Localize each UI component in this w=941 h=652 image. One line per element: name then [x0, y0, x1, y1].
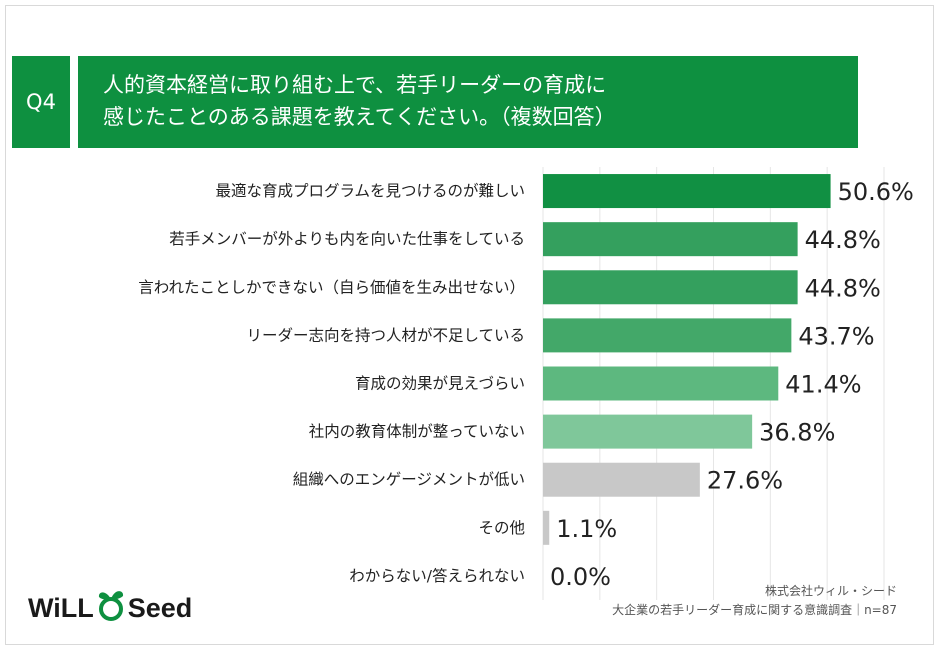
category-label: 社内の教育体制が整っていない: [309, 423, 525, 441]
category-label: 組織へのエンゲージメントが低い: [293, 471, 525, 489]
value-label: 41.4%: [785, 371, 861, 399]
value-label: 1.1%: [556, 515, 617, 543]
value-label: 43.7%: [798, 322, 874, 350]
source-survey: 大企業の若手リーダー育成に関する意識調査｜n=87: [612, 603, 897, 617]
willseed-logo: WiLL Seed: [28, 588, 192, 628]
question-number-badge: Q4: [12, 56, 70, 148]
bar: [543, 222, 798, 257]
bar: [543, 318, 792, 353]
value-label: 44.8%: [805, 274, 881, 302]
value-label: 0.0%: [550, 563, 611, 591]
category-label: わからない/答えられない: [349, 567, 525, 585]
bar: [543, 414, 753, 449]
question-title: 人的資本経営に取り組む上で、若手リーダーの育成に 感じたことのある課題を教えてく…: [78, 56, 858, 148]
value-label: 44.8%: [805, 226, 881, 254]
category-label: 最適な育成プログラムを見つけるのが難しい: [215, 182, 525, 200]
bar: [543, 510, 550, 545]
category-label: その他: [478, 519, 525, 537]
question-number: Q4: [26, 90, 56, 114]
value-label: 27.6%: [707, 467, 783, 495]
question-title-line-1: 人的資本経営に取り組む上で、若手リーダーの育成に: [103, 73, 607, 97]
chart-frame: [5, 5, 934, 645]
bar: [543, 270, 798, 305]
value-label: 50.6%: [838, 178, 914, 206]
logo-text-left: WiLL: [28, 592, 94, 623]
category-label: 言われたことしかできない（自ら価値を生み出せない）: [138, 278, 525, 296]
category-label: リーダー志向を持つ人材が不足している: [246, 326, 525, 344]
category-label: 育成の効果が見えづらい: [355, 375, 525, 393]
bar: [543, 462, 700, 497]
source-company: 株式会社ウィル・シード: [764, 584, 897, 598]
category-label: 若手メンバーが外よりも内を向いた仕事をしている: [169, 230, 525, 248]
logo-text-right: Seed: [127, 592, 193, 623]
sprout-icon: [96, 587, 126, 630]
value-label: 36.8%: [759, 419, 835, 447]
bar: [543, 174, 831, 209]
source-note: 株式会社ウィル・シード 大企業の若手リーダー育成に関する意識調査｜n=87: [612, 582, 897, 620]
question-title-line-2: 感じたことのある課題を教えてください。（複数回答）: [103, 105, 616, 129]
bar: [543, 366, 779, 401]
